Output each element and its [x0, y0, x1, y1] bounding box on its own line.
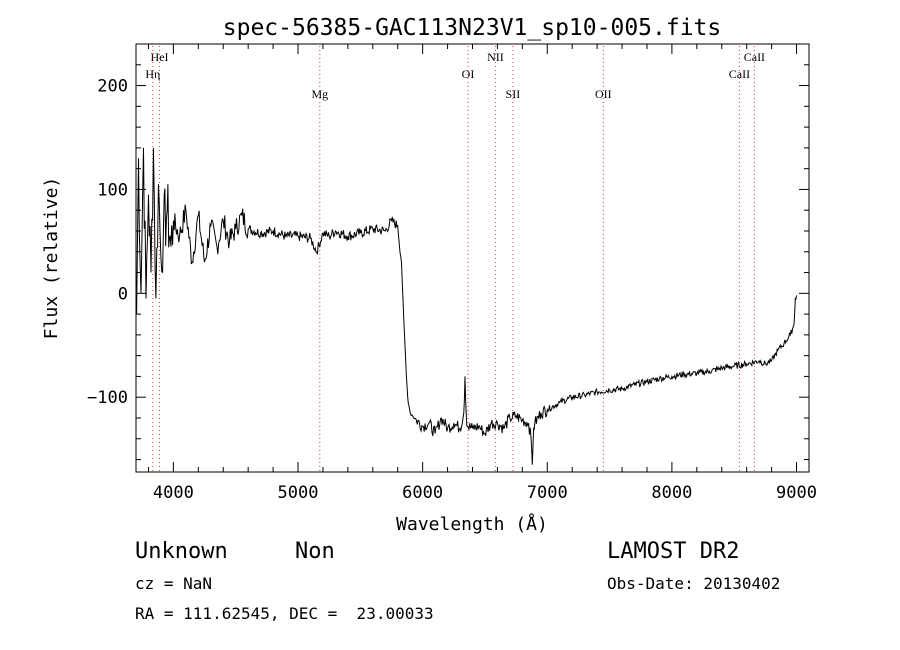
x-tick-label: 5000 — [278, 483, 319, 503]
y-axis-label: Flux (relative) — [41, 177, 62, 340]
spectral-line-label: NII — [487, 50, 504, 64]
x-axis-label: Wavelength (Å) — [396, 513, 548, 535]
survey-name: LAMOST DR2 — [607, 539, 740, 564]
chart-title: spec-56385-GAC113N23V1_sp10-005.fits — [223, 15, 722, 41]
y-tick-label: 0 — [118, 284, 128, 304]
spectrum-line — [136, 147, 797, 465]
redshift-value: cz = NaN — [135, 574, 213, 593]
spectral-line-label: OI — [462, 67, 475, 81]
x-tick-label: 9000 — [776, 483, 817, 503]
plot-frame — [135, 43, 810, 473]
spectral-line-label: HeI — [151, 50, 169, 64]
axis-ticks: 4000 5000 6000 7000 8000 9000 200 100 0 −100 — [87, 43, 817, 503]
coordinates: RA = 111.62545, DEC = 23.00033 — [135, 604, 434, 623]
y-tick-label: −100 — [87, 388, 128, 408]
x-tick-label: 6000 — [402, 483, 443, 503]
spectral-line-label: Mg — [311, 87, 328, 101]
y-tick-label: 100 — [97, 180, 128, 200]
x-tick-label: 7000 — [527, 483, 568, 503]
spectral-line-label: Hη — [145, 67, 160, 81]
x-tick-label: 4000 — [153, 483, 194, 503]
spectral-line-label: SII — [506, 87, 521, 101]
x-tick-label: 8000 — [651, 483, 692, 503]
object-subclass: Non — [295, 539, 335, 564]
spectral-line-markers: HeI Hη Mg OI NII SII OII CaII CaII — [145, 46, 765, 472]
observation-date: Obs-Date: 20130402 — [607, 574, 781, 593]
spectral-line-label: CaII — [744, 50, 765, 64]
spectral-line-label: OII — [595, 87, 612, 101]
object-class: Unknown — [135, 539, 228, 564]
y-tick-label: 200 — [97, 77, 128, 97]
spectral-line-label: CaII — [729, 67, 750, 81]
